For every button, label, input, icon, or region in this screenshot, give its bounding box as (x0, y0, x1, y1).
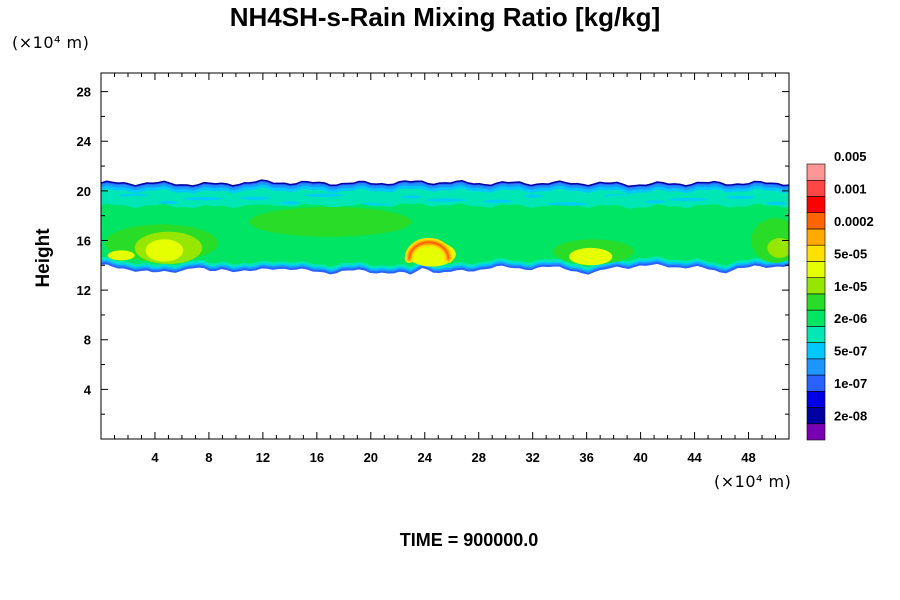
contour-streak (645, 200, 666, 204)
contour-streak (158, 200, 179, 205)
contour-blob (767, 238, 789, 258)
chart-title: NH4SH-s-Rain Mixing Ratio [kg/kg] (229, 2, 661, 32)
contour-streak (543, 199, 574, 203)
x-tick-label: 8 (205, 450, 212, 465)
x-tick-label: 12 (256, 450, 270, 465)
contour-streak (219, 193, 240, 197)
x-axis-unit: (×10⁴ m) (714, 472, 792, 491)
contour-streak (725, 195, 756, 199)
colorbar-label: 1e-07 (834, 376, 867, 391)
time-label: TIME = 900000.0 (399, 530, 539, 550)
contour-streak (482, 199, 513, 203)
colorbar-swatch (806, 358, 826, 376)
colorbar-swatch (806, 390, 826, 408)
peak-arc (408, 241, 450, 260)
y-tick-label: 24 (77, 134, 92, 149)
contour-streak (766, 201, 787, 205)
y-tick-label: 16 (77, 233, 91, 248)
contour-blob (107, 250, 135, 261)
plot-frame (100, 72, 790, 440)
colorbar-swatch (806, 407, 826, 425)
contour-streak (425, 198, 466, 202)
colorbar-label: 5e-05 (834, 246, 867, 261)
x-tick-label: 28 (471, 450, 485, 465)
contour-streak (300, 196, 331, 200)
contour-streak (182, 197, 223, 201)
colorbar-swatch (806, 342, 826, 360)
x-tick-label: 44 (687, 450, 702, 465)
y-axis-unit: (×10⁴ m) (12, 33, 90, 52)
colorbar: 2e-08 1e-07 5e-07 2e-06 1e-05 5e-05 0.0002 0.00… (806, 149, 874, 441)
colorbar-label: 2e-08 (834, 409, 867, 424)
colorbar-swatch (806, 293, 826, 311)
contour-streak (728, 200, 769, 205)
contour-streak (546, 202, 587, 206)
x-tick-label: 48 (741, 450, 755, 465)
contour-streak (664, 202, 695, 206)
colorbar-label: 1e-05 (834, 279, 867, 294)
contour-streak (705, 193, 726, 197)
contour-streak (280, 201, 301, 205)
colorbar-swatch (806, 179, 826, 197)
contour-bottom-edge (101, 262, 789, 275)
contour-top-edge (101, 179, 789, 188)
colorbar-label: 0.005 (834, 149, 867, 164)
contour-streak (179, 201, 210, 205)
y-tick-label: 4 (84, 382, 92, 397)
colorbar-swatch (806, 212, 826, 230)
x-axis: 4 8 12 16 20 24 28 32 36 40 44 48 (113, 73, 790, 465)
y-axis: 4 8 12 16 20 24 28 (77, 85, 789, 415)
colorbar-swatch (806, 326, 826, 343)
contour-streak (122, 195, 163, 199)
contour-streak (341, 197, 362, 201)
contour-streak (523, 194, 544, 198)
colorbar-label: 0.001 (834, 181, 867, 196)
y-tick-label: 12 (77, 283, 91, 298)
x-tick-label: 16 (310, 450, 324, 465)
contour-streaks (101, 193, 787, 206)
x-tick-label: 36 (579, 450, 593, 465)
colorbar-swatch (806, 261, 826, 278)
contour-streak (668, 197, 709, 202)
colorbar-swatch (806, 196, 826, 214)
contour-streak (584, 198, 605, 203)
colorbar-swatch (806, 309, 826, 327)
colorbar-swatch (806, 244, 826, 262)
colorbar-label: 5e-07 (834, 344, 867, 359)
contour-streak (304, 193, 345, 197)
contour-streak (462, 202, 483, 206)
colorbar-label: 0.0002 (834, 214, 874, 229)
contour-field (101, 179, 789, 275)
colorbar-swatch (806, 423, 826, 441)
x-tick-label: 20 (364, 450, 378, 465)
contour-streak (401, 195, 422, 199)
colorbar-swatch (806, 277, 826, 295)
x-tick-label: 4 (151, 450, 159, 465)
contour-blob (145, 239, 184, 262)
contour-blob (569, 247, 613, 266)
contour-streak (422, 193, 453, 198)
contour-streak (101, 197, 118, 202)
contour-streak (243, 201, 284, 205)
colorbar-swatch (806, 163, 826, 181)
y-tick-label: 28 (77, 85, 91, 100)
colorbar-label: 2e-06 (834, 311, 867, 326)
x-tick-label: 32 (525, 450, 539, 465)
y-tick-label: 20 (77, 184, 91, 199)
x-tick-label: 40 (633, 450, 647, 465)
contour-streak (240, 196, 271, 200)
colorbar-swatch (806, 374, 826, 392)
contour-streak (486, 194, 527, 198)
contour-streak (607, 194, 648, 199)
x-tick-label: 24 (418, 450, 433, 465)
contour-blob (249, 206, 412, 237)
y-tick-label: 8 (84, 333, 91, 348)
contour-streak (364, 200, 405, 204)
colorbar-swatch (806, 228, 826, 246)
